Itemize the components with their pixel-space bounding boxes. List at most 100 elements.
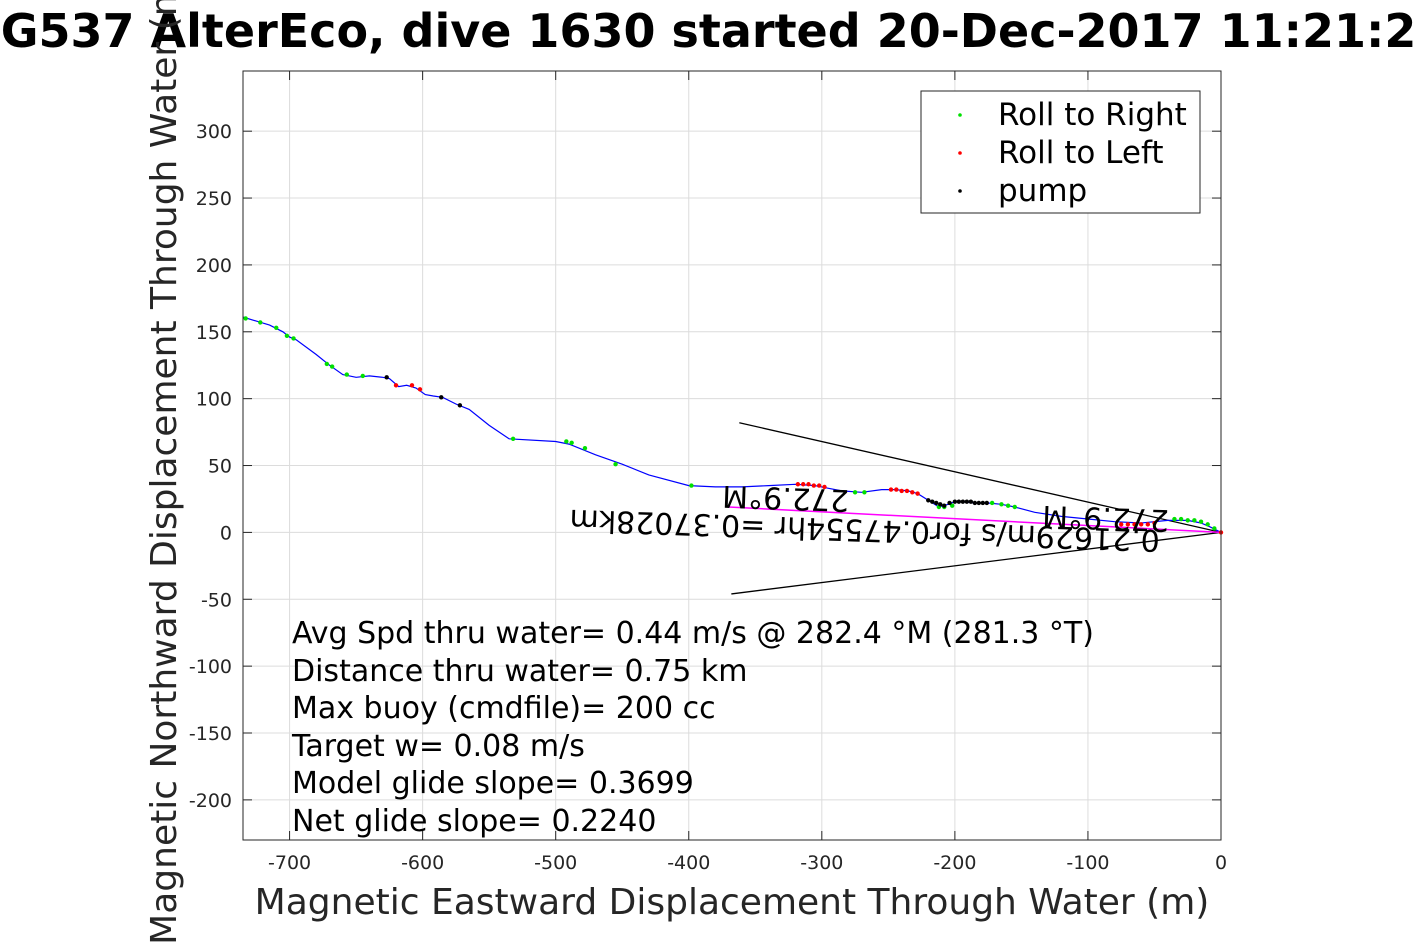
pump-point — [934, 500, 939, 506]
stat-max-buoy: Max buoy (cmdfile)= 200 cc — [292, 691, 716, 726]
current-annotation-heading-2: 272.9°M — [1042, 498, 1170, 537]
roll-right-point — [1172, 516, 1177, 522]
y-tick-labels: 300 250 200 150 100 50 0 -50 -100 -150 -200 — [189, 121, 232, 812]
stat-target-w: Target w= 0.08 m/s — [291, 729, 585, 764]
x-tick-label: -400 — [667, 852, 710, 874]
stat-avg-speed: Avg Spd thru water= 0.44 m/s @ 282.4 °M … — [292, 616, 1094, 651]
roll-right-point — [1198, 519, 1204, 524]
roll-left-point — [417, 387, 423, 392]
stats-block: Avg Spd thru water= 0.44 m/s @ 282.4 °M … — [291, 616, 1094, 839]
y-tick-label: -200 — [189, 790, 232, 812]
roll-left-point — [816, 483, 822, 488]
y-tick-label: 150 — [196, 322, 232, 344]
legend-label-roll-right: Roll to Right — [998, 97, 1187, 133]
roll-left-point — [904, 488, 910, 494]
pump-point — [972, 500, 978, 506]
legend-marker-pump — [958, 189, 962, 193]
roll-right-point — [344, 372, 349, 377]
pump-point — [942, 503, 947, 508]
x-tick-label: -700 — [268, 852, 311, 874]
roll-left-point — [806, 482, 811, 487]
roll-right-point — [243, 316, 248, 321]
y-tick-label: 50 — [208, 456, 232, 478]
stat-model-glide: Model glide slope= 0.3699 — [292, 766, 694, 801]
legend-label-pump: pump — [998, 173, 1087, 209]
roll-right-point — [689, 483, 694, 488]
x-axis-label: Magnetic Eastward Displacement Through W… — [255, 882, 1210, 923]
stat-distance: Distance thru water= 0.75 km — [292, 654, 747, 689]
stat-net-glide: Net glide slope= 0.2240 — [292, 804, 656, 839]
pump-point — [457, 403, 463, 408]
y-tick-label: -100 — [189, 656, 232, 678]
data-markers — [243, 316, 1224, 535]
y-axis-label: Magnetic Northward Displacement Through … — [144, 0, 185, 945]
y-tick-label: -150 — [189, 723, 232, 745]
roll-right-point — [989, 500, 995, 506]
x-tick-label: -100 — [1066, 852, 1109, 874]
roll-right-point — [613, 461, 618, 467]
pump-point — [952, 499, 958, 504]
roll-right-point — [1012, 504, 1017, 510]
pump-point — [960, 499, 966, 504]
roll-left-point — [822, 484, 827, 490]
cone-line — [731, 531, 1222, 595]
roll-right-point — [284, 333, 290, 339]
pump-point — [956, 499, 962, 504]
y-tick-label: 200 — [196, 255, 232, 277]
roll-right-point — [360, 373, 365, 379]
pump-point — [968, 499, 974, 504]
legend-marker-roll-left — [958, 151, 962, 155]
roll-right-point — [291, 336, 296, 341]
roll-right-point — [1005, 503, 1011, 508]
roll-right-point — [564, 439, 569, 444]
y-tick-label: 300 — [196, 121, 232, 143]
roll-left-point — [409, 383, 415, 388]
pump-point — [926, 498, 931, 503]
roll-right-point — [1178, 516, 1184, 522]
roll-right-point — [329, 364, 335, 369]
roll-right-point — [852, 490, 858, 495]
roll-right-point — [582, 445, 588, 451]
pump-point — [980, 500, 986, 506]
roll-right-point — [569, 440, 574, 445]
roll-right-point — [1205, 522, 1210, 527]
roll-left-point — [795, 482, 801, 487]
roll-right-point — [1185, 518, 1190, 523]
roll-left-point — [1138, 522, 1144, 527]
current-vector — [728, 506, 1222, 534]
y-tick-label: 250 — [196, 188, 232, 210]
roll-left-point — [899, 488, 904, 494]
plot-frame — [242, 70, 1222, 841]
x-tick-label: 0 — [1215, 852, 1227, 874]
current-line — [728, 506, 1222, 534]
legend-marker-roll-right — [958, 113, 962, 117]
legend-label-roll-left: Roll to Left — [998, 135, 1164, 171]
pump-point — [964, 499, 970, 504]
roll-left-point — [894, 487, 899, 492]
track-polyline — [242, 316, 1222, 533]
roll-left-point — [1125, 522, 1131, 527]
pump-point — [930, 499, 935, 504]
roll-left-point — [1145, 522, 1151, 527]
pump-point — [938, 502, 943, 507]
x-tick-label: -300 — [800, 852, 843, 874]
pump-point — [976, 500, 982, 506]
pump-point — [984, 500, 990, 506]
roll-right-point — [862, 490, 867, 495]
legend: Roll to Right Roll to Left pump — [920, 90, 1201, 214]
track-line — [242, 316, 1222, 533]
roll-right-point — [1212, 526, 1217, 531]
x-tick-labels: -700 -600 -500 -400 -300 -200 -100 0 — [268, 852, 1227, 874]
roll-left-point — [1152, 520, 1157, 526]
roll-left-point — [910, 490, 915, 495]
chart-title: SG537 AlterEco, dive 1630 started 20-Dec… — [0, 4, 1417, 58]
roll-right-point — [1192, 518, 1197, 523]
x-tick-label: -200 — [933, 852, 976, 874]
roll-right-point — [999, 502, 1004, 507]
roll-left-point — [393, 383, 399, 388]
roll-right-point — [324, 361, 330, 367]
y-tick-label: 100 — [196, 389, 232, 411]
pump-point — [384, 375, 389, 380]
y-tick-label: 0 — [220, 522, 232, 544]
